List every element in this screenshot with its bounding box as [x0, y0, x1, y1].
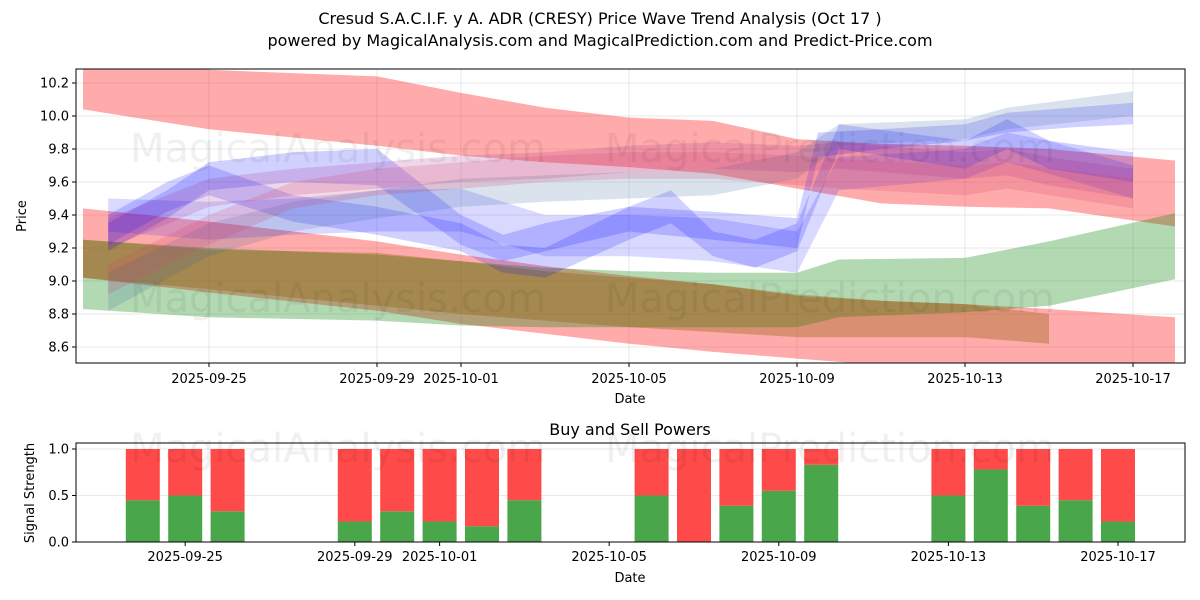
sell-bar [719, 449, 754, 506]
price-xtick-label: 2025-10-05 [591, 372, 667, 387]
chart-title: Cresud S.A.C.I.F. y A. ADR (CRESY) Price… [318, 9, 882, 28]
price-ytick-label: 10.2 [40, 77, 69, 92]
sell-bar [761, 449, 796, 491]
buy-bar [210, 511, 245, 542]
price-axes-frame [75, 68, 1186, 364]
signal-xtick-label: 2025-09-29 [317, 550, 393, 565]
price-watermarks: MagicalAnalysis.com MagicalPrediction.co… [130, 126, 1055, 322]
signal-xlabel: Date [614, 571, 645, 586]
price-ticks: 8.6 8.8 9.0 9.2 9.4 9.6 9.8 10.0 10.2 2025-09-25 2… [40, 77, 1171, 388]
sell-bar [634, 449, 669, 496]
sell-bar [210, 449, 245, 512]
price-ytick-label: 9.0 [48, 275, 69, 290]
buy-bar [380, 511, 415, 542]
buy-bar [1016, 505, 1051, 542]
price-bands [83, 69, 1175, 363]
sell-bar [1016, 449, 1051, 506]
signal-watermarks: MagicalAnalysis.com MagicalPrediction.co… [130, 426, 1055, 472]
buy-bar [465, 526, 499, 542]
signal-ytick-label: 1.0 [48, 443, 69, 458]
sell-bar [337, 449, 372, 522]
signal-title: Buy and Sell Powers [549, 420, 711, 439]
price-ytick-label: 8.6 [48, 341, 69, 356]
watermark-analysis-top: MagicalAnalysis.com [130, 126, 546, 172]
chart-subtitle: powered by MagicalAnalysis.com and Magic… [267, 31, 933, 50]
signal-xtick-label: 2025-10-01 [402, 550, 478, 565]
buy-bar [973, 469, 1008, 542]
buy-bar [931, 495, 966, 542]
price-xtick-label: 2025-09-25 [171, 372, 247, 387]
sell-bar [931, 449, 966, 496]
buy-bar [507, 500, 542, 542]
signal-bars [125, 449, 1135, 542]
sell-bar [380, 449, 415, 512]
sell-bar [973, 449, 1008, 470]
band-pink-wave [108, 152, 1134, 295]
price-ylabel: Price [15, 200, 30, 232]
signal-xtick-label: 2025-09-25 [147, 550, 223, 565]
signal-xtick-label: 2025-10-05 [571, 550, 647, 565]
signal-ytick-label: 0.0 [48, 536, 69, 551]
buy-bar [804, 464, 839, 542]
band-brown-band [83, 239, 1049, 344]
price-grid [76, 69, 1185, 363]
sell-bar [507, 449, 542, 501]
signal-ylabel: Signal Strength [23, 443, 38, 543]
watermark-prediction-bottom: MagicalPrediction.com [605, 276, 1055, 322]
band-purple-wave [108, 142, 1134, 248]
sell-bar [804, 449, 839, 465]
band-green-low-band [83, 213, 1175, 328]
sell-bar [1101, 449, 1135, 522]
signal-axes-frame [75, 442, 1186, 543]
signal-xtick-label: 2025-10-13 [911, 550, 987, 565]
price-xtick-label: 2025-09-29 [339, 372, 415, 387]
price-xtick-label: 2025-10-01 [423, 372, 499, 387]
watermark-prediction-top: MagicalPrediction.com [605, 126, 1055, 172]
watermark-prediction-signal: MagicalPrediction.com [605, 426, 1055, 472]
sell-bar [125, 449, 160, 501]
price-xtick-label: 2025-10-17 [1095, 372, 1171, 387]
sell-bar [168, 449, 203, 496]
price-ytick-label: 9.6 [48, 176, 69, 191]
buy-bar [761, 490, 796, 542]
band-blue-wave-1 [108, 102, 1134, 262]
buy-bar [1058, 500, 1093, 542]
band-red-top-band [83, 69, 1175, 227]
price-ytick-label: 9.2 [48, 242, 69, 257]
price-ytick-label: 9.4 [48, 209, 69, 224]
band-blue-wave-3 [108, 132, 1134, 273]
buy-bar [337, 521, 372, 542]
price-ytick-label: 8.8 [48, 308, 69, 323]
signal-ticks: 0.0 0.5 1.0 2025-09-25 2025-09-29 2025-10-01 2… [48, 443, 1155, 566]
price-xtick-label: 2025-10-13 [927, 372, 1003, 387]
sell-bar [465, 449, 499, 527]
band-red-low-band [83, 208, 1175, 363]
sell-bar [1058, 449, 1093, 501]
band-blue-green-wave [108, 91, 1134, 311]
watermark-analysis-bottom: MagicalAnalysis.com [130, 276, 546, 322]
buy-bar [422, 521, 457, 542]
sell-bar [677, 449, 711, 542]
buy-bar [719, 505, 754, 542]
price-ytick-label: 10.0 [40, 110, 69, 125]
signal-ytick-label: 0.5 [48, 489, 69, 504]
band-blue-wave-2 [108, 119, 1134, 278]
buy-bar [168, 495, 203, 542]
price-xtick-label: 2025-10-09 [759, 372, 835, 387]
signal-xtick-label: 2025-10-09 [741, 550, 817, 565]
sell-bar [422, 449, 457, 522]
buy-bar [1101, 521, 1135, 542]
buy-bar [125, 500, 160, 542]
watermark-analysis-signal: MagicalAnalysis.com [130, 426, 546, 472]
buy-bar [634, 495, 669, 542]
price-xlabel: Date [614, 392, 645, 407]
price-ytick-label: 9.8 [48, 143, 69, 158]
signal-xtick-label: 2025-10-17 [1080, 550, 1156, 565]
